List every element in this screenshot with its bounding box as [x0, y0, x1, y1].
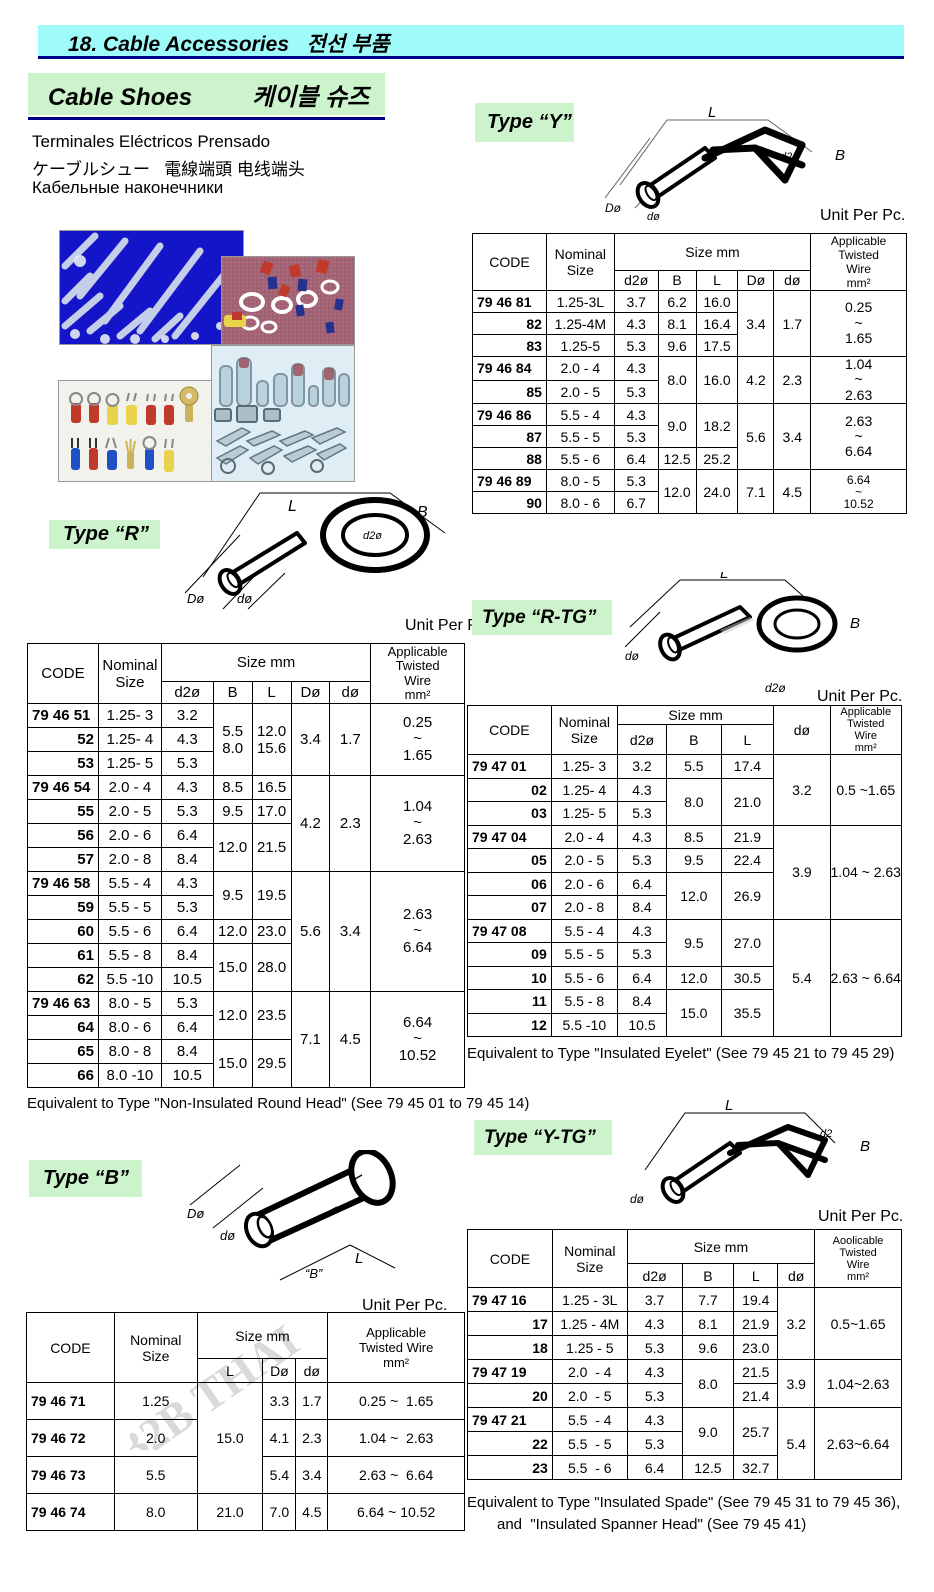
svg-text:dø: dø — [630, 1192, 645, 1206]
svg-text:L: L — [708, 104, 716, 121]
svg-text:Dø: Dø — [187, 1206, 204, 1221]
svg-text:B: B — [850, 615, 860, 632]
svg-text:L: L — [355, 1250, 363, 1267]
svg-text:B: B — [835, 147, 845, 164]
svg-text:B: B — [860, 1138, 870, 1155]
svg-text:dø: dø — [647, 211, 660, 223]
svg-text:dø: dø — [625, 649, 640, 663]
svg-text:“B”: “B” — [305, 1266, 323, 1281]
svg-text:dø: dø — [220, 1228, 235, 1243]
svg-text:L: L — [720, 572, 728, 582]
svg-text:d2ø: d2ø — [765, 681, 786, 695]
svg-text:L: L — [725, 1097, 733, 1114]
svg-text:Dø: Dø — [187, 591, 204, 606]
svg-text:d2ø: d2ø — [363, 530, 382, 542]
svg-text:L: L — [288, 498, 297, 515]
svg-text:Dø: Dø — [605, 201, 622, 215]
